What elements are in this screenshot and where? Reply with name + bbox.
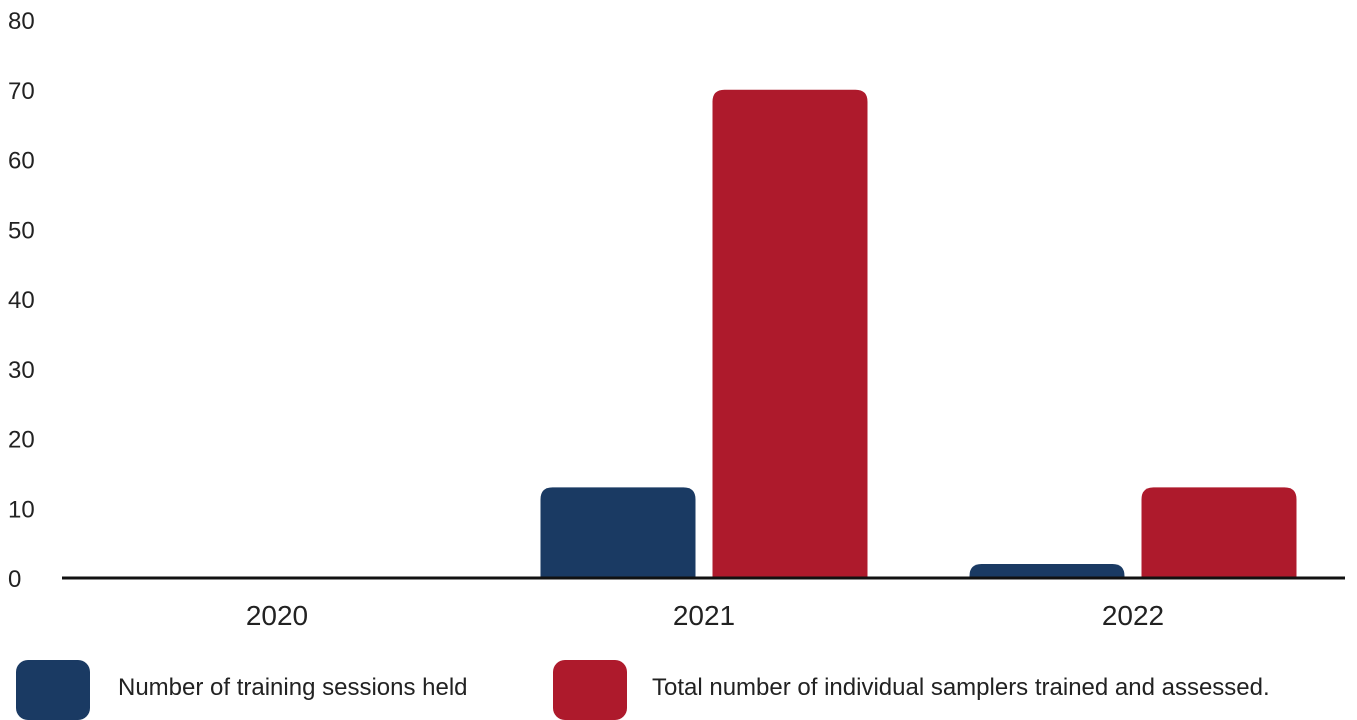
y-tick-label: 10 [8, 496, 35, 523]
legend: Number of training sessions held Total n… [0, 660, 1357, 720]
y-tick-label: 0 [8, 566, 21, 593]
bars [540, 89, 1297, 578]
legend-swatch-samplers [553, 660, 627, 720]
y-axis-ticks: 0 10 20 30 40 50 60 70 80 [8, 8, 35, 593]
y-tick-label: 60 [8, 148, 35, 175]
x-axis-labels: 2020 2021 2022 [246, 600, 1164, 631]
bar-2021-series-0 [540, 487, 696, 578]
y-tick-label: 50 [8, 217, 35, 244]
y-tick-label: 30 [8, 357, 35, 384]
legend-swatch-sessions [16, 660, 90, 720]
y-tick-label: 20 [8, 427, 35, 454]
bar-2022-series-1 [1141, 487, 1297, 578]
y-tick-label: 70 [8, 78, 35, 105]
x-tick-label: 2020 [246, 600, 308, 631]
bar-2022-series-0 [969, 564, 1125, 578]
bar-2021-series-1 [712, 89, 868, 578]
x-tick-label: 2021 [673, 600, 735, 631]
x-tick-label: 2022 [1102, 600, 1164, 631]
y-tick-label: 80 [8, 8, 35, 35]
legend-label-sessions: Number of training sessions held [118, 674, 468, 701]
y-tick-label: 40 [8, 287, 35, 314]
legend-label-samplers: Total number of individual samplers trai… [652, 674, 1270, 701]
